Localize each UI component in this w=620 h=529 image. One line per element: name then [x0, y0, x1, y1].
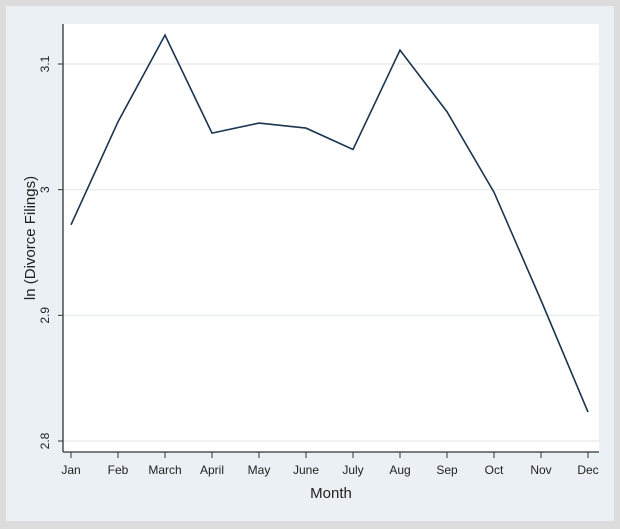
x-tick-label: May: [248, 463, 271, 477]
x-tick-label: Aug: [389, 463, 410, 477]
plot-area: [63, 24, 599, 452]
y-tick-label: 3.1: [38, 55, 52, 72]
x-tick-label: March: [148, 463, 181, 477]
x-tick-label: July: [342, 463, 363, 477]
x-tick-label: Jan: [61, 463, 80, 477]
y-tick-label: 3: [38, 186, 52, 193]
x-tick-label: June: [293, 463, 319, 477]
series-line: [70, 33, 589, 413]
x-tick-label: Sep: [436, 463, 458, 477]
y-tick-label: 2.8: [38, 432, 52, 449]
x-tick-label: Dec: [577, 463, 598, 477]
x-tick-label: April: [200, 463, 224, 477]
y-tick-label: 2.9: [38, 307, 52, 324]
x-tick-label: Nov: [530, 463, 551, 477]
x-axis-label: Month: [310, 485, 352, 502]
x-tick-label: Oct: [485, 463, 504, 477]
x-tick-label: Feb: [108, 463, 129, 477]
y-axis-label: ln (Divorce Filings): [22, 176, 39, 300]
